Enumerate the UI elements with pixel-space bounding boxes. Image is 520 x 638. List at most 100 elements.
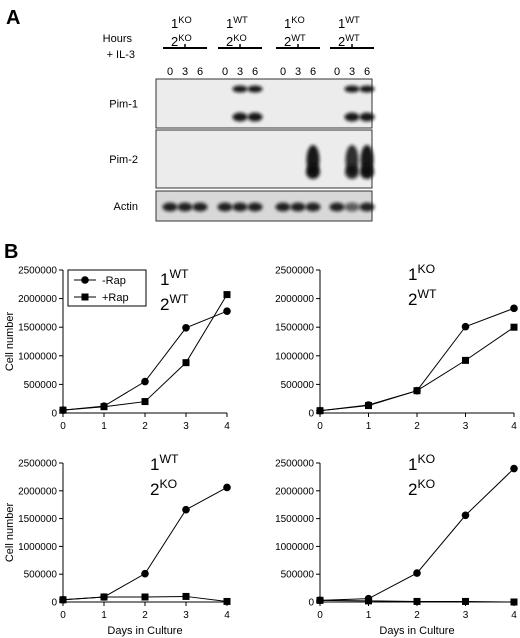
genotype-annotation: 1WT	[150, 452, 179, 474]
blot-panel	[155, 129, 373, 189]
blot-band	[344, 112, 360, 122]
legend-marker	[81, 293, 89, 301]
genotype: WT	[233, 15, 248, 25]
gene-number: 2	[338, 34, 345, 49]
marker-circle	[141, 377, 149, 386]
group-label-2: 2KO	[171, 33, 192, 49]
marker-square	[510, 323, 518, 331]
gene-number: 2	[160, 295, 169, 314]
x-tick-label: 0	[60, 610, 66, 621]
genotype: WT	[345, 15, 360, 25]
gene-number: 1	[171, 16, 178, 31]
legend-marker	[81, 276, 89, 284]
marker-square	[223, 597, 231, 605]
genotype: WT	[169, 267, 189, 281]
group-label-1: 1KO	[171, 15, 192, 31]
marker-square	[59, 596, 67, 604]
gene-number: 2	[408, 480, 417, 499]
marker-circle	[510, 304, 518, 313]
marker-circle	[182, 505, 190, 514]
series-line	[62, 310, 228, 411]
y-tick-label: 2000000	[275, 486, 314, 497]
marker-square	[223, 291, 231, 299]
hour-label: 0	[280, 66, 286, 78]
genotype-annotation: 1KO	[408, 262, 435, 284]
series-line	[319, 326, 515, 412]
y-tick-label: 1000000	[18, 542, 57, 553]
x-tick-label: 4	[224, 421, 230, 432]
marker-circle	[510, 464, 518, 473]
marker-square	[141, 398, 149, 406]
y-tick-label: 0	[51, 598, 57, 609]
group-label-2: 2WT	[338, 33, 360, 49]
x-tick-label: 2	[142, 610, 148, 621]
hour-label: 3	[349, 66, 355, 78]
x-tick-label: 0	[317, 610, 323, 621]
y-tick-label: 500000	[281, 380, 315, 391]
group-label-1: 1KO	[284, 15, 305, 31]
blot-band	[359, 112, 375, 122]
blot-band	[247, 202, 263, 212]
gene-number: 2	[150, 480, 159, 499]
genotype: WT	[291, 33, 306, 43]
genotype-annotation: 2KO	[150, 477, 177, 499]
genotype-annotation: 2WT	[160, 292, 189, 314]
y-axis-label: Cell number	[4, 503, 16, 563]
blot-band	[329, 202, 345, 212]
marker-circle	[461, 322, 470, 331]
y-tick-label: 2000000	[18, 294, 57, 305]
gene-number: 1	[150, 455, 159, 474]
marker-square	[182, 359, 190, 367]
x-tick-label: 2	[414, 421, 420, 432]
blot-band	[177, 202, 193, 212]
y-tick-label: 500000	[24, 570, 58, 581]
blot-band	[306, 165, 320, 179]
blot-band	[344, 202, 360, 212]
hour-label: 6	[197, 66, 203, 78]
group-label-1: 1WT	[226, 15, 248, 31]
blot-panel	[155, 78, 373, 129]
y-tick-label: 2500000	[275, 459, 314, 470]
y-tick-label: 1500000	[275, 323, 314, 334]
header-il3: + IL-3	[107, 49, 135, 61]
genotype: WT	[417, 287, 437, 301]
genotype: KO	[233, 33, 247, 43]
marker-square	[462, 356, 469, 364]
x-tick-label: 1	[366, 610, 372, 621]
hour-label: 3	[237, 66, 243, 78]
hour-label: 0	[334, 66, 340, 78]
genotype: KO	[417, 262, 435, 276]
x-tick-label: 1	[101, 421, 107, 432]
gene-number: 1	[408, 455, 417, 474]
series-line	[62, 294, 228, 411]
panel-label: B	[4, 241, 18, 263]
blot-band	[232, 85, 248, 93]
hour-label: 0	[222, 66, 228, 78]
y-tick-label: 1500000	[275, 514, 314, 525]
marker-square	[462, 597, 469, 605]
x-tick-label: 0	[60, 421, 66, 432]
genotype: KO	[417, 477, 435, 491]
y-tick-label: 2500000	[275, 266, 314, 277]
marker-circle	[413, 569, 421, 577]
blot-label: Pim-1	[109, 99, 138, 111]
hour-label: 6	[252, 66, 258, 78]
group-label-1: 1WT	[338, 15, 360, 31]
gene-number: 2	[408, 290, 417, 309]
header-hours: Hours	[103, 33, 133, 45]
y-tick-label: 1000000	[18, 351, 57, 362]
x-tick-label: 2	[142, 421, 148, 432]
y-tick-label: 2500000	[18, 266, 57, 277]
genotype: KO	[291, 15, 305, 25]
y-axis-label: Cell number	[4, 312, 16, 372]
marker-square	[316, 596, 324, 604]
legend-label: +Rap	[102, 292, 129, 304]
blot-band	[305, 202, 321, 212]
blot-band	[232, 202, 248, 212]
blot-band	[345, 165, 359, 179]
marker-square	[413, 387, 421, 395]
panel-label: A	[6, 7, 20, 29]
y-tick-label: 1500000	[18, 514, 57, 525]
hour-label: 6	[364, 66, 370, 78]
y-tick-label: 1000000	[275, 351, 314, 362]
